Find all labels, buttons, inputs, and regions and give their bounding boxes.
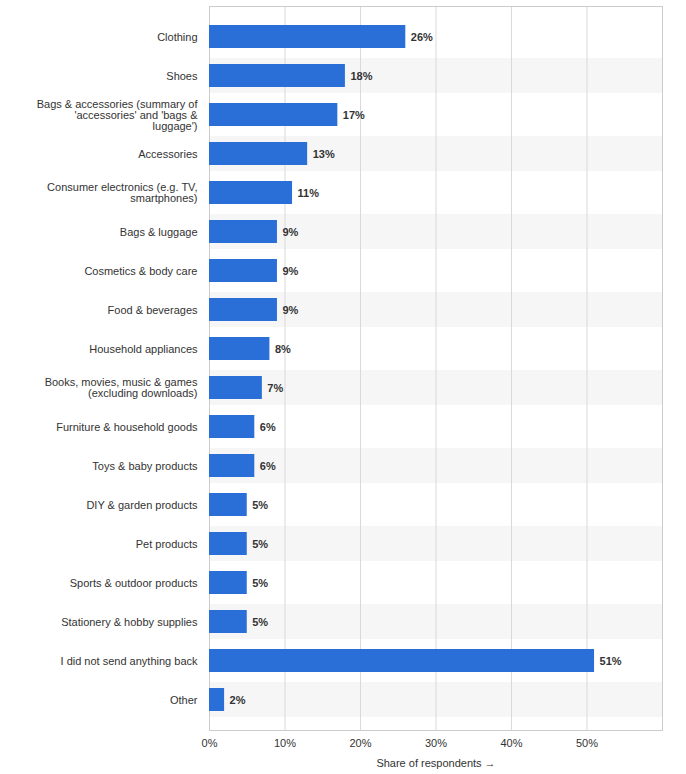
svg-text:5%: 5% (252, 538, 268, 550)
svg-text:17%: 17% (343, 109, 365, 121)
svg-text:11%: 11% (298, 187, 320, 199)
svg-text:13%: 13% (313, 148, 335, 160)
svg-text:Share of respondents →: Share of respondents → (376, 757, 495, 769)
svg-text:2%: 2% (230, 694, 246, 706)
svg-text:Toys & baby products: Toys & baby products (92, 460, 198, 472)
svg-text:50%: 50% (576, 737, 598, 749)
svg-text:26%: 26% (411, 31, 433, 43)
svg-text:Furniture & household goods: Furniture & household goods (56, 421, 198, 433)
svg-text:6%: 6% (260, 460, 276, 472)
svg-text:9%: 9% (282, 265, 298, 277)
svg-text:18%: 18% (350, 70, 372, 82)
svg-text:I did not send anything back: I did not send anything back (61, 655, 198, 667)
svg-text:Accessories: Accessories (138, 148, 198, 160)
svg-text:Shoes: Shoes (166, 70, 198, 82)
svg-text:5%: 5% (252, 577, 268, 589)
svg-text:6%: 6% (260, 421, 276, 433)
svg-text:30%: 30% (425, 737, 447, 749)
svg-text:7%: 7% (267, 382, 283, 394)
svg-text:Consumer electronics (e.g. TV,: Consumer electronics (e.g. TV,smartphone… (47, 181, 197, 204)
svg-text:51%: 51% (600, 655, 622, 667)
svg-text:Household appliances: Household appliances (89, 343, 198, 355)
svg-text:9%: 9% (282, 226, 298, 238)
svg-text:Cosmetics & body care: Cosmetics & body care (84, 265, 197, 277)
svg-text:8%: 8% (275, 343, 291, 355)
svg-text:DIY & garden products: DIY & garden products (86, 499, 198, 511)
svg-text:10%: 10% (274, 737, 296, 749)
svg-text:9%: 9% (282, 304, 298, 316)
svg-text:40%: 40% (500, 737, 522, 749)
svg-text:Bags & luggage: Bags & luggage (120, 226, 198, 238)
svg-text:Stationery & hobby supplies: Stationery & hobby supplies (61, 616, 198, 628)
svg-text:Books, movies, music & games(e: Books, movies, music & games(excluding d… (45, 376, 198, 399)
svg-text:Sports & outdoor products: Sports & outdoor products (70, 577, 198, 589)
svg-text:Bags & accessories (summary of: Bags & accessories (summary of'accessori… (37, 98, 199, 132)
svg-text:Other: Other (170, 694, 198, 706)
svg-text:Food & beverages: Food & beverages (108, 304, 198, 316)
svg-text:0%: 0% (202, 737, 218, 749)
svg-text:5%: 5% (252, 499, 268, 511)
svg-text:Pet products: Pet products (136, 538, 198, 550)
svg-text:5%: 5% (252, 616, 268, 628)
svg-text:Clothing: Clothing (157, 31, 197, 43)
svg-text:20%: 20% (349, 737, 371, 749)
